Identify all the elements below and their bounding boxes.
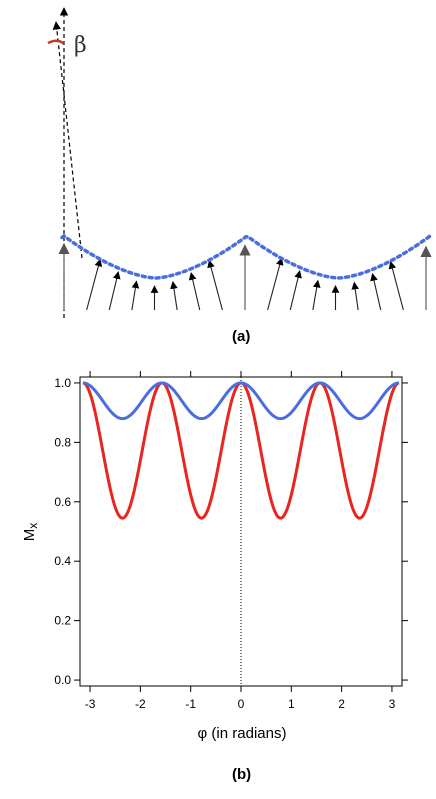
curves [82, 381, 400, 520]
spin-arrow [108, 271, 121, 311]
y-tick-label: 0.4 [54, 554, 71, 568]
plot-frame [79, 376, 403, 687]
spin-arrow [312, 279, 321, 311]
axis-ticks: -3 -2 -1 0 1 2 3 0.0 0.2 0.4 0.6 0.8 1.0 [54, 371, 408, 711]
x-tick-label: -1 [185, 697, 196, 711]
tilted-dashed-arrow [52, 21, 83, 259]
spin-arrow [370, 273, 382, 311]
panel-a-diagram: β (a) [47, 7, 434, 345]
spin-arrow [289, 270, 302, 311]
spin-arrow [388, 261, 404, 311]
y-tick-label: 0.8 [54, 435, 71, 449]
panel-b-label: (b) [232, 766, 251, 783]
spin-arrow [188, 272, 201, 311]
y-tick-label: 0.0 [54, 673, 71, 687]
y-axis-label-main: M [21, 529, 38, 542]
x-tick-label: -3 [85, 697, 96, 711]
x-axis-label: φ (in radians) [198, 725, 287, 742]
x-tick-label: 3 [389, 697, 396, 711]
y-axis-label-subscript: x [26, 523, 40, 529]
y-tick-label: 0.2 [54, 614, 71, 628]
spin-arrow [207, 259, 223, 311]
spin-arrow [131, 280, 140, 311]
angle-arc-icon [47, 39, 65, 45]
spin-arrows [58, 242, 432, 311]
angle-label-beta: β [74, 33, 87, 58]
panel-a-label: (a) [232, 328, 250, 345]
y-tick-label: 0.6 [54, 495, 71, 509]
spin-arrow [267, 257, 284, 311]
y-tick-label: 1.0 [54, 376, 71, 390]
x-tick-label: -2 [135, 697, 146, 711]
spin-envelope-dotted [60, 233, 434, 280]
spin-arrow [86, 258, 103, 311]
spin-arrow [170, 281, 178, 311]
x-tick-label: 0 [238, 697, 245, 711]
x-tick-label: 2 [338, 697, 345, 711]
spin-arrow [351, 281, 360, 311]
x-tick-label: 1 [288, 697, 295, 711]
series-line [82, 381, 400, 421]
y-axis-label: Mx [21, 523, 40, 542]
panel-b-chart: -3 -2 -1 0 1 2 3 0.0 0.2 0.4 0.6 0.8 1.0 φ (in radia… [21, 371, 408, 783]
